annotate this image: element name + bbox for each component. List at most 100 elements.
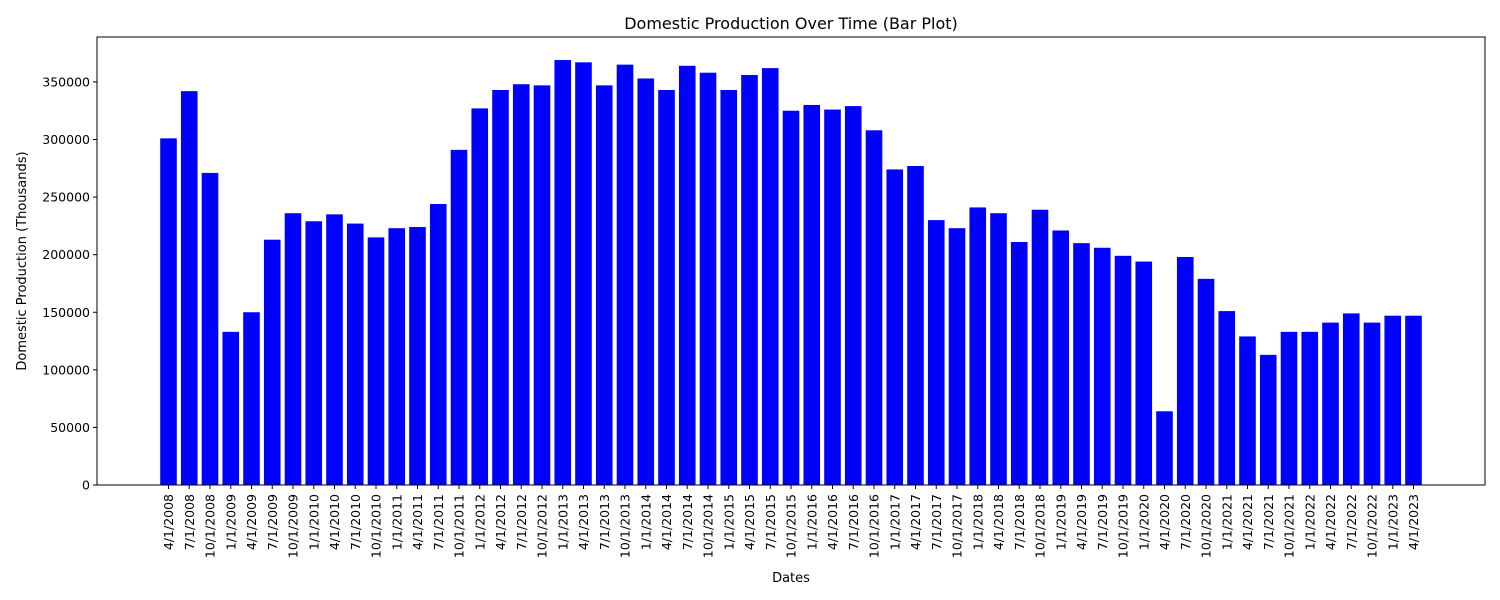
x-tick-label: 10/1/2010	[369, 494, 384, 558]
x-tick-label: 4/1/2011	[410, 494, 425, 550]
bar	[346, 223, 364, 485]
x-tick-label: 1/1/2011	[389, 494, 404, 550]
bar	[492, 89, 509, 485]
bar	[1342, 313, 1360, 485]
x-tick-label: 1/1/2013	[555, 494, 570, 550]
bar	[1197, 278, 1215, 485]
x-tick-label: 10/1/2018	[1033, 494, 1048, 558]
bar	[201, 172, 219, 485]
x-tick-label: 10/1/2015	[784, 494, 799, 558]
bar	[1156, 411, 1173, 485]
bar	[616, 64, 634, 485]
bar	[782, 110, 800, 486]
bar	[160, 138, 177, 485]
x-tick-label: 1/1/2022	[1302, 494, 1317, 550]
y-tick-label: 300000	[42, 132, 90, 147]
x-tick-label: 7/1/2016	[846, 494, 861, 550]
y-tick-label: 250000	[42, 190, 90, 205]
x-tick-label: 4/1/2021	[1240, 494, 1255, 550]
bar	[637, 78, 655, 486]
x-tick-label: 4/1/2010	[327, 494, 342, 550]
x-axis: 4/1/2008 7/1/2008 10/1/2008 1/1/2009 4/1/200…	[161, 485, 1421, 558]
bar	[678, 65, 696, 485]
bar	[1031, 209, 1049, 485]
x-tick-label: 10/1/2020	[1199, 494, 1214, 558]
bar	[367, 237, 385, 485]
bar	[1010, 242, 1028, 485]
bar	[1114, 255, 1132, 485]
bar	[388, 228, 406, 485]
bar	[1176, 256, 1194, 485]
bar	[1322, 322, 1339, 485]
bar	[824, 109, 841, 485]
bar	[948, 228, 966, 485]
x-tick-label: 1/1/2018	[970, 494, 985, 550]
y-tick-label: 50000	[50, 420, 90, 435]
x-tick-label: 10/1/2008	[203, 494, 218, 558]
x-tick-label: 7/1/2014	[680, 494, 695, 550]
bar	[326, 214, 343, 486]
x-tick-label: 7/1/2017	[929, 494, 944, 550]
bar	[969, 207, 987, 485]
y-tick-label: 100000	[42, 362, 90, 377]
bar	[263, 239, 281, 485]
bar	[741, 75, 758, 485]
y-axis-label: Domestic Production (Thousands)	[15, 151, 30, 370]
bar	[1135, 261, 1153, 485]
x-tick-label: 4/1/2012	[493, 494, 508, 550]
x-tick-label: 1/1/2016	[804, 494, 819, 550]
x-tick-label: 10/1/2011	[452, 494, 467, 558]
bar	[1073, 243, 1090, 485]
bar	[575, 62, 592, 486]
x-tick-label: 10/1/2014	[701, 494, 716, 558]
x-tick-label: 4/1/2023	[1406, 494, 1421, 550]
bar	[471, 108, 489, 486]
bar	[1259, 354, 1277, 485]
bar	[761, 68, 779, 485]
x-tick-label: 4/1/2013	[576, 494, 591, 550]
x-tick-label: 1/1/2020	[1136, 494, 1151, 550]
x-tick-label: 7/1/2013	[597, 494, 612, 550]
bar	[699, 72, 717, 485]
bar	[222, 331, 240, 485]
x-tick-label: 7/1/2018	[1012, 494, 1027, 550]
x-tick-label: 1/1/2017	[887, 494, 902, 550]
x-tick-label: 10/1/2013	[618, 494, 633, 558]
bar	[533, 85, 551, 486]
x-tick-label: 1/1/2023	[1385, 494, 1400, 550]
x-tick-label: 1/1/2012	[472, 494, 487, 550]
bar	[450, 149, 468, 486]
bar	[409, 227, 426, 485]
bar	[1218, 311, 1236, 485]
y-tick-label: 150000	[42, 305, 90, 320]
bars-group	[160, 60, 1422, 486]
bar	[844, 106, 862, 485]
y-axis: 0 50000 100000 150000 200000 250000 300000 3500…	[42, 74, 97, 493]
bar	[284, 213, 302, 485]
bar	[1093, 247, 1111, 485]
x-tick-label: 7/1/2015	[763, 494, 778, 550]
x-tick-label: 1/1/2015	[721, 494, 736, 550]
x-tick-label: 10/1/2022	[1365, 494, 1380, 558]
x-tick-label: 7/1/2008	[182, 494, 197, 550]
x-tick-label: 4/1/2022	[1323, 494, 1338, 550]
x-tick-label: 7/1/2011	[431, 494, 446, 550]
bar	[512, 84, 530, 485]
bar	[595, 85, 613, 486]
bar	[554, 60, 572, 485]
x-tick-label: 1/1/2021	[1219, 494, 1234, 550]
bar	[1052, 230, 1070, 485]
x-tick-label: 7/1/2012	[514, 494, 529, 550]
bar	[1301, 331, 1319, 485]
plot-frame	[96, 36, 1486, 486]
y-tick-label: 350000	[42, 74, 90, 89]
bar	[1239, 336, 1256, 485]
bar	[1280, 331, 1298, 485]
x-tick-label: 4/1/2018	[991, 494, 1006, 550]
bar	[1405, 315, 1422, 485]
x-tick-label: 4/1/2017	[908, 494, 923, 550]
bar	[907, 165, 924, 486]
bar	[865, 130, 883, 486]
x-tick-label: 1/1/2010	[306, 494, 321, 550]
